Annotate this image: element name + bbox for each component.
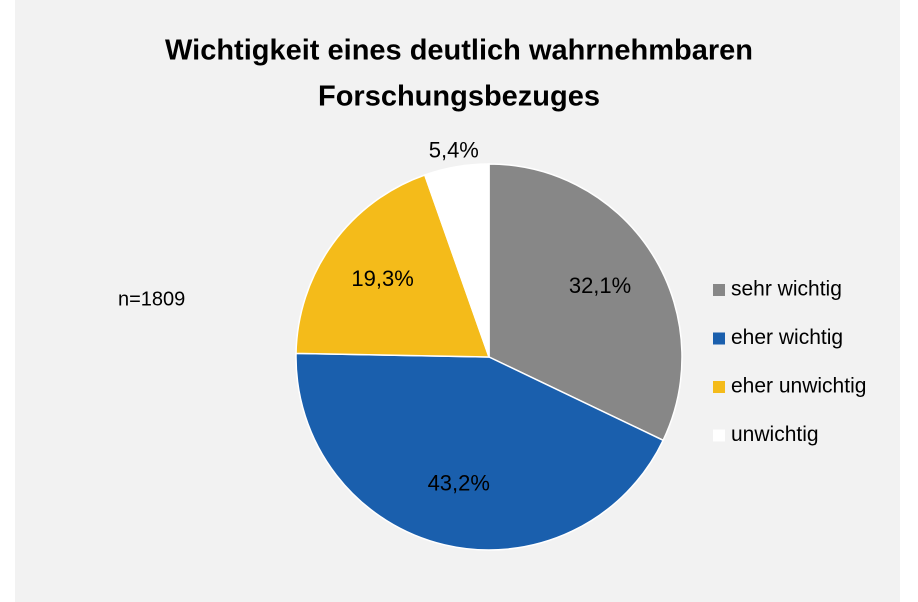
data-label: 43,2% — [428, 471, 490, 496]
legend-swatch — [713, 332, 725, 345]
legend-swatch — [713, 381, 725, 393]
legend-swatch — [713, 429, 725, 442]
legend-label: sehr wichtig — [731, 278, 842, 301]
pie-slice — [488, 163, 683, 442]
data-label: 19,3% — [351, 266, 413, 291]
legend-swatch — [713, 284, 725, 296]
legend-label: eher wichtig — [731, 326, 843, 349]
chart-title: Wichtigkeit eines deutlich wahrnehmbaren — [165, 35, 753, 67]
annotation: n=1809 — [118, 288, 185, 310]
legend-label: eher unwichtig — [731, 375, 866, 398]
chart-title: Forschungsbezuges — [318, 81, 600, 113]
pie-slice — [423, 163, 490, 358]
pie-slice — [295, 352, 665, 551]
data-label: 32,1% — [569, 273, 631, 298]
legend-label: unwichtig — [731, 423, 819, 446]
data-label: 5,4% — [429, 137, 479, 162]
